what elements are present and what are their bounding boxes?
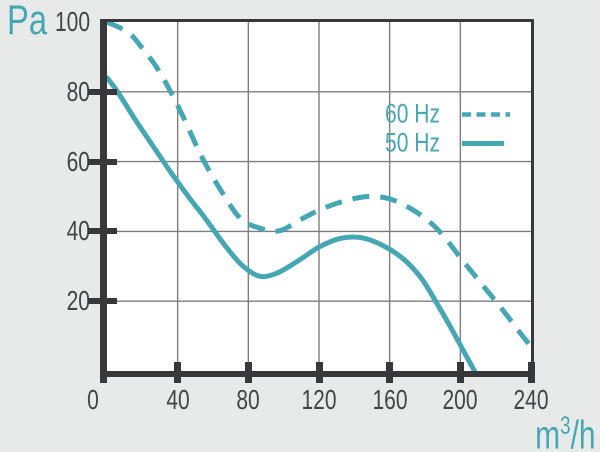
curves-svg bbox=[107, 22, 531, 371]
x-axis-tick-label: 120 bbox=[301, 384, 337, 415]
legend-label: 60 Hz bbox=[385, 98, 441, 128]
legend-item-50-hz: 50 Hz bbox=[385, 128, 530, 157]
x-axis-tick-label: 200 bbox=[442, 384, 478, 415]
airflow-unit-base: m bbox=[535, 413, 561, 452]
legend-item-60-hz: 60 Hz bbox=[385, 99, 530, 128]
x-axis-tick-label: 0 bbox=[87, 384, 99, 415]
curve-50-hz bbox=[107, 75, 477, 371]
y-axis-tick-mark bbox=[88, 228, 117, 235]
y-axis-tick-label: 100 bbox=[54, 6, 90, 37]
y-axis-tick-label: 20 bbox=[66, 285, 90, 317]
y-axis-extension bbox=[100, 377, 107, 383]
x-axis-tick-mark bbox=[244, 362, 252, 383]
y-axis-tick-mark bbox=[88, 88, 117, 95]
x-axis-tick-mark bbox=[386, 362, 394, 383]
x-axis-tick-label: 40 bbox=[165, 384, 190, 415]
x-axis-tick-mark bbox=[456, 362, 464, 383]
legend-line-sample-dashed bbox=[462, 111, 510, 117]
x-axis-tick-mark bbox=[315, 362, 323, 383]
y-axis-tick-mark bbox=[88, 158, 117, 165]
x-axis-tick-label: 160 bbox=[372, 384, 408, 415]
x-axis-tick-mark bbox=[174, 362, 182, 383]
plot-inner-area bbox=[107, 22, 531, 371]
legend-label: 50 Hz bbox=[385, 127, 441, 157]
legend-line-sample-solid bbox=[462, 140, 504, 146]
x-axis-tick-label: 240 bbox=[513, 384, 549, 415]
y-axis-tick-label: 80 bbox=[66, 75, 90, 107]
airflow-unit-superscript: 3 bbox=[560, 412, 571, 440]
chart-legend: 60 Hz 50 Hz bbox=[385, 99, 530, 157]
y-axis-tick-label: 60 bbox=[66, 145, 90, 177]
x-axis-tick-label: 80 bbox=[236, 384, 261, 415]
x-axis-tick-mark bbox=[527, 362, 535, 383]
curve-60-hz bbox=[107, 22, 531, 349]
airflow-unit-rest: /h bbox=[570, 413, 596, 452]
plot-area bbox=[100, 19, 534, 377]
airflow-unit-label: m3/h bbox=[536, 404, 596, 452]
y-axis-tick-label: 40 bbox=[66, 215, 90, 247]
pressure-unit-label: Pa bbox=[7, 0, 48, 43]
y-axis-tick-mark bbox=[88, 298, 117, 305]
